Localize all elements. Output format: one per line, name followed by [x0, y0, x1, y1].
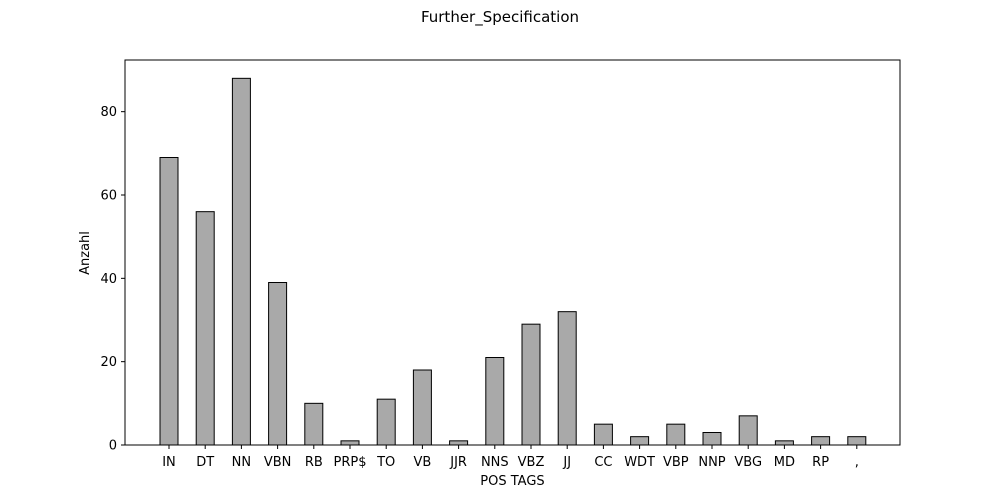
bar-19 [847, 436, 867, 446]
bar-1 [195, 211, 215, 446]
y-tick-label: 60 [100, 189, 117, 204]
x-tick-label: IN [162, 455, 176, 470]
x-tick-label: WDT [624, 455, 655, 470]
bar-4 [304, 402, 324, 446]
y-tick-label: 20 [100, 355, 117, 370]
bar-13 [630, 436, 650, 446]
x-tick-label: DT [196, 455, 214, 470]
x-tick-label: VB [413, 455, 431, 470]
bar-12 [593, 423, 613, 446]
x-tick-label: PRP$ [334, 455, 367, 470]
x-tick-label: JJR [449, 455, 467, 470]
bar-5 [340, 440, 360, 446]
bar-6 [376, 398, 396, 446]
bar-11 [557, 311, 577, 446]
y-axis-label: Anzahl [78, 231, 93, 275]
bars-layer [159, 77, 867, 446]
bar-0 [159, 157, 179, 446]
bar-3 [268, 282, 288, 446]
x-tick-label: , [855, 455, 859, 470]
chart-title: Further_Specification [421, 8, 579, 27]
bar-18 [811, 436, 831, 446]
bar-16 [738, 415, 758, 446]
plot-frame [124, 59, 901, 446]
x-tick-label: VBG [734, 455, 762, 470]
bar-9 [485, 357, 505, 446]
x-tick-label: MD [774, 455, 795, 470]
x-tick-label: RB [305, 455, 323, 470]
x-tick-label: RP [812, 455, 829, 470]
bar-8 [449, 440, 469, 446]
bar-15 [702, 432, 722, 446]
y-tick-label: 80 [100, 105, 117, 120]
x-tick-label: NNP [698, 455, 725, 470]
bar-14 [666, 423, 686, 446]
x-tick-label: NNS [481, 455, 509, 470]
bar-7 [412, 369, 432, 446]
x-tick-label: JJ [562, 455, 571, 470]
bar-10 [521, 323, 541, 446]
x-tick-label: VBP [663, 455, 689, 470]
x-tick-label: NN [232, 455, 251, 470]
y-tick-label: 40 [100, 272, 117, 287]
x-tick-label: VBN [264, 455, 292, 470]
bar-17 [774, 440, 794, 446]
x-tick-label: VBZ [518, 455, 545, 470]
y-tick-label: 0 [109, 439, 117, 454]
x-ticks-layer: IN DT NN VBN RB PRP$ TO VB JJR NNS VBZ JJ CC WDT VBP NN… [162, 445, 859, 470]
bar-2 [231, 77, 251, 446]
x-tick-label: CC [594, 455, 612, 470]
y-ticks-layer: 0 20 40 60 80 [100, 105, 125, 454]
x-tick-label: TO [376, 455, 395, 470]
x-axis-label: POS TAGS [480, 474, 544, 489]
